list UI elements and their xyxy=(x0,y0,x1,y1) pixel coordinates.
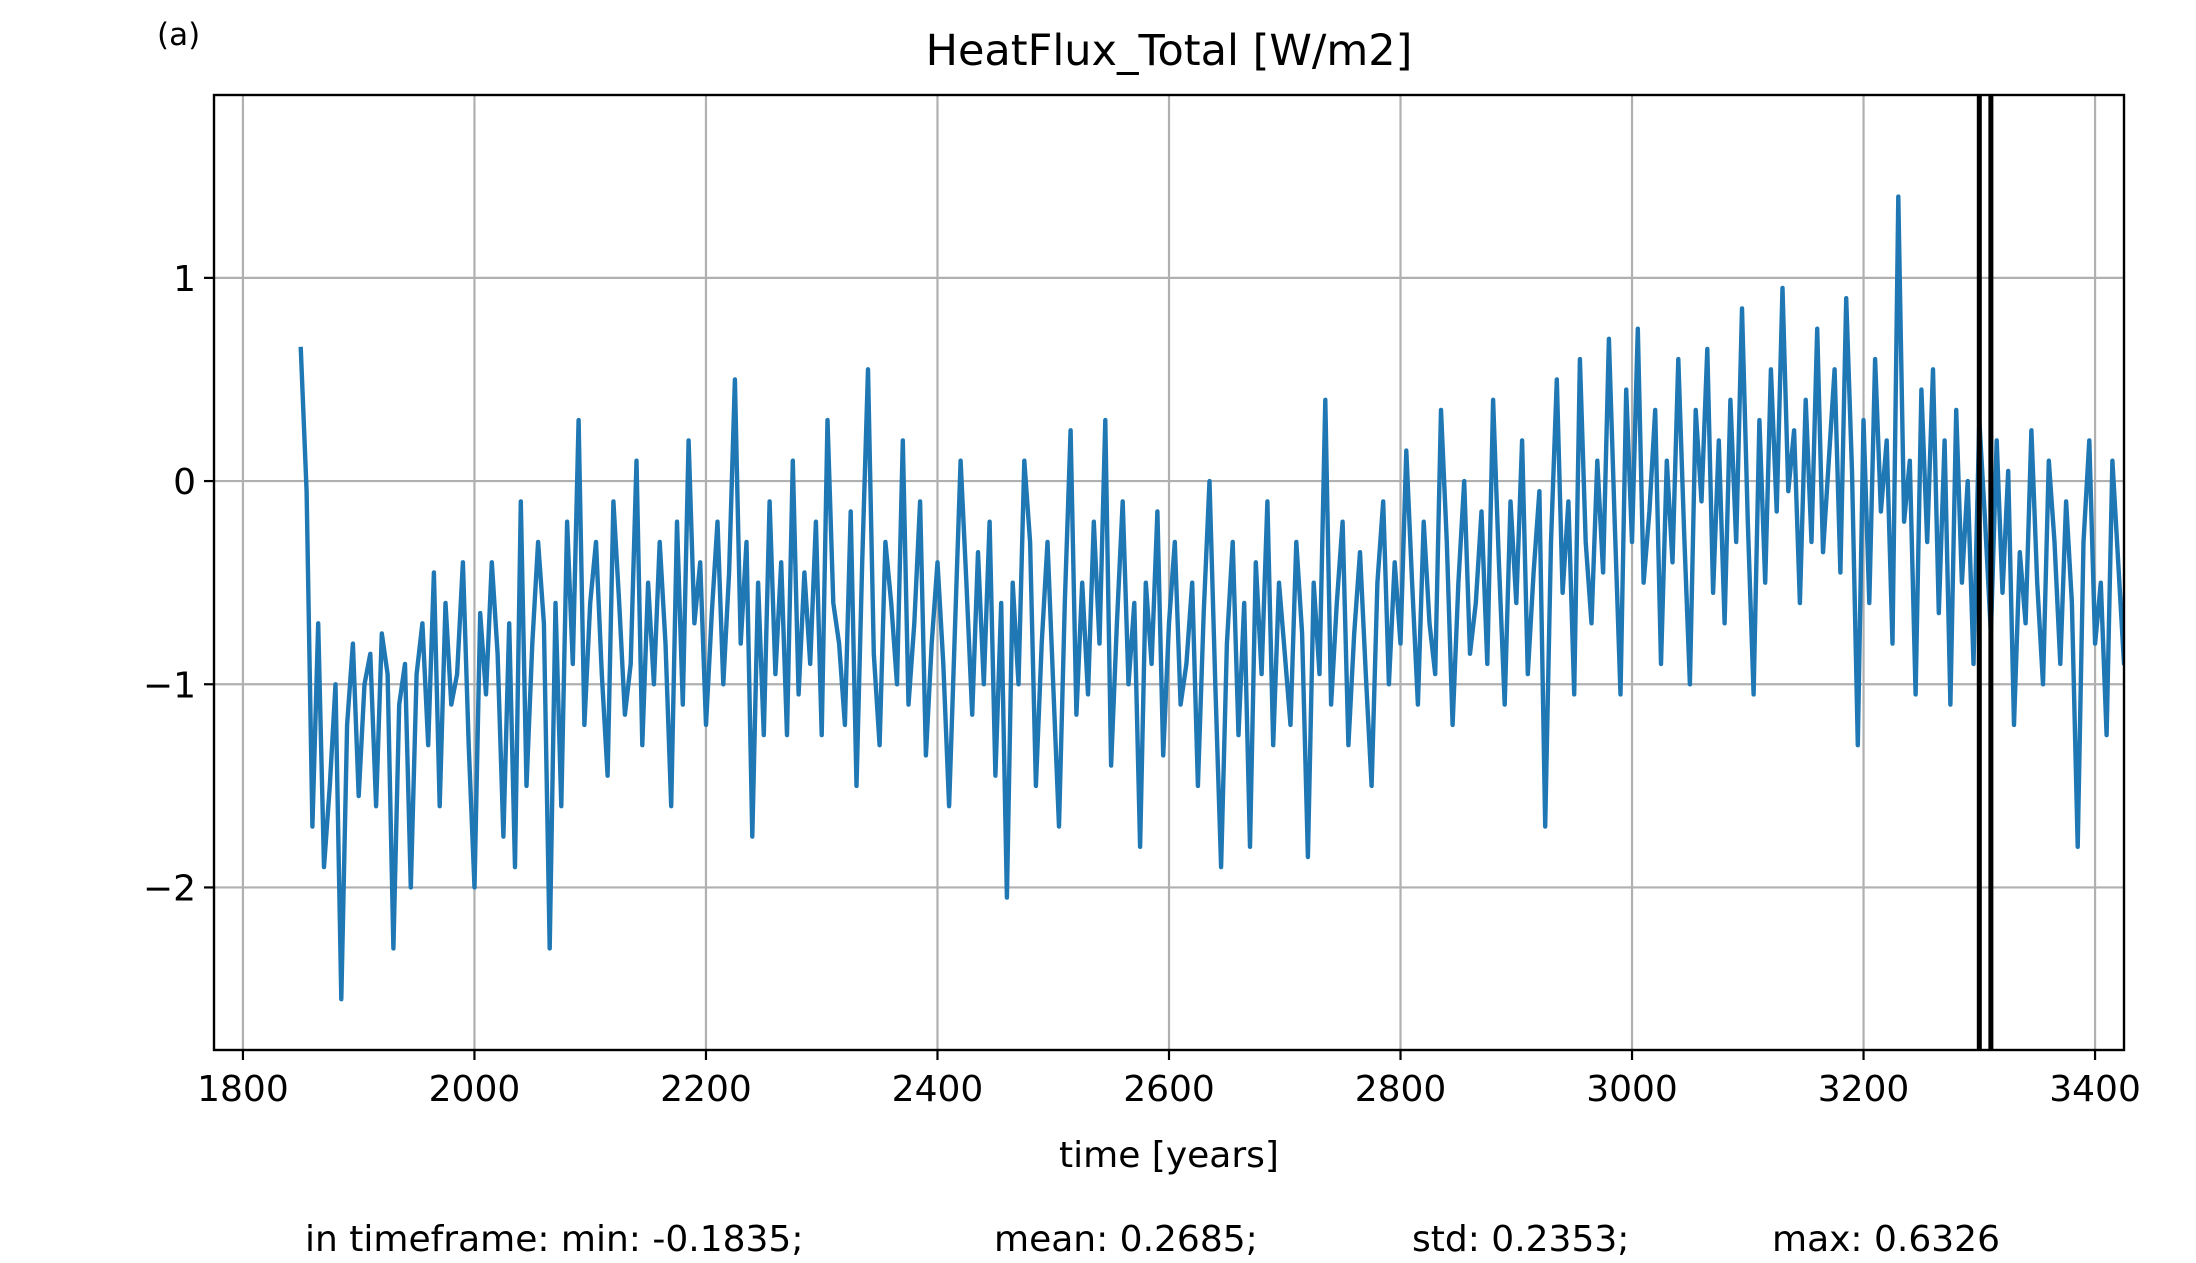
stats-max: max: 0.6326 xyxy=(1772,1219,2000,1260)
panel-label: (a) xyxy=(157,17,200,53)
x-tick-label: 3200 xyxy=(1818,1069,1910,1110)
x-tick-label: 2400 xyxy=(892,1069,984,1110)
x-axis-ticks: 1800 2000 2200 2400 2600 2800 3000 3200 3400 xyxy=(197,1050,2141,1110)
y-tick-label: −2 xyxy=(143,868,196,909)
y-axis-ticks: −2 −1 0 1 xyxy=(143,259,214,909)
x-tick-label: 2200 xyxy=(660,1069,752,1110)
x-tick-label: 1800 xyxy=(197,1069,289,1110)
y-tick-label: 1 xyxy=(173,259,196,300)
x-tick-label: 2800 xyxy=(1355,1069,1447,1110)
y-tick-label: −1 xyxy=(143,665,196,706)
stats-mean: mean: 0.2685; xyxy=(994,1219,1258,1260)
series-layer xyxy=(298,194,2124,1002)
chart-title: HeatFlux_Total [W/m2] xyxy=(926,26,1413,76)
y-tick-label: 0 xyxy=(173,462,196,503)
x-tick-label: 3000 xyxy=(1586,1069,1678,1110)
stats-min: in timeframe: min: -0.1835; xyxy=(305,1219,803,1260)
x-tick-label: 2600 xyxy=(1123,1069,1215,1110)
x-tick-label: 2000 xyxy=(429,1069,521,1110)
stats-std: std: 0.2353; xyxy=(1412,1219,1629,1260)
stats-footer: in timeframe: min: -0.1835; mean: 0.2685… xyxy=(305,1219,2000,1260)
vertical-markers xyxy=(1976,95,1994,1050)
x-axis-label: time [years] xyxy=(1059,1135,1279,1176)
x-tick-label: 3400 xyxy=(2049,1069,2141,1110)
series-line xyxy=(298,194,2124,1002)
